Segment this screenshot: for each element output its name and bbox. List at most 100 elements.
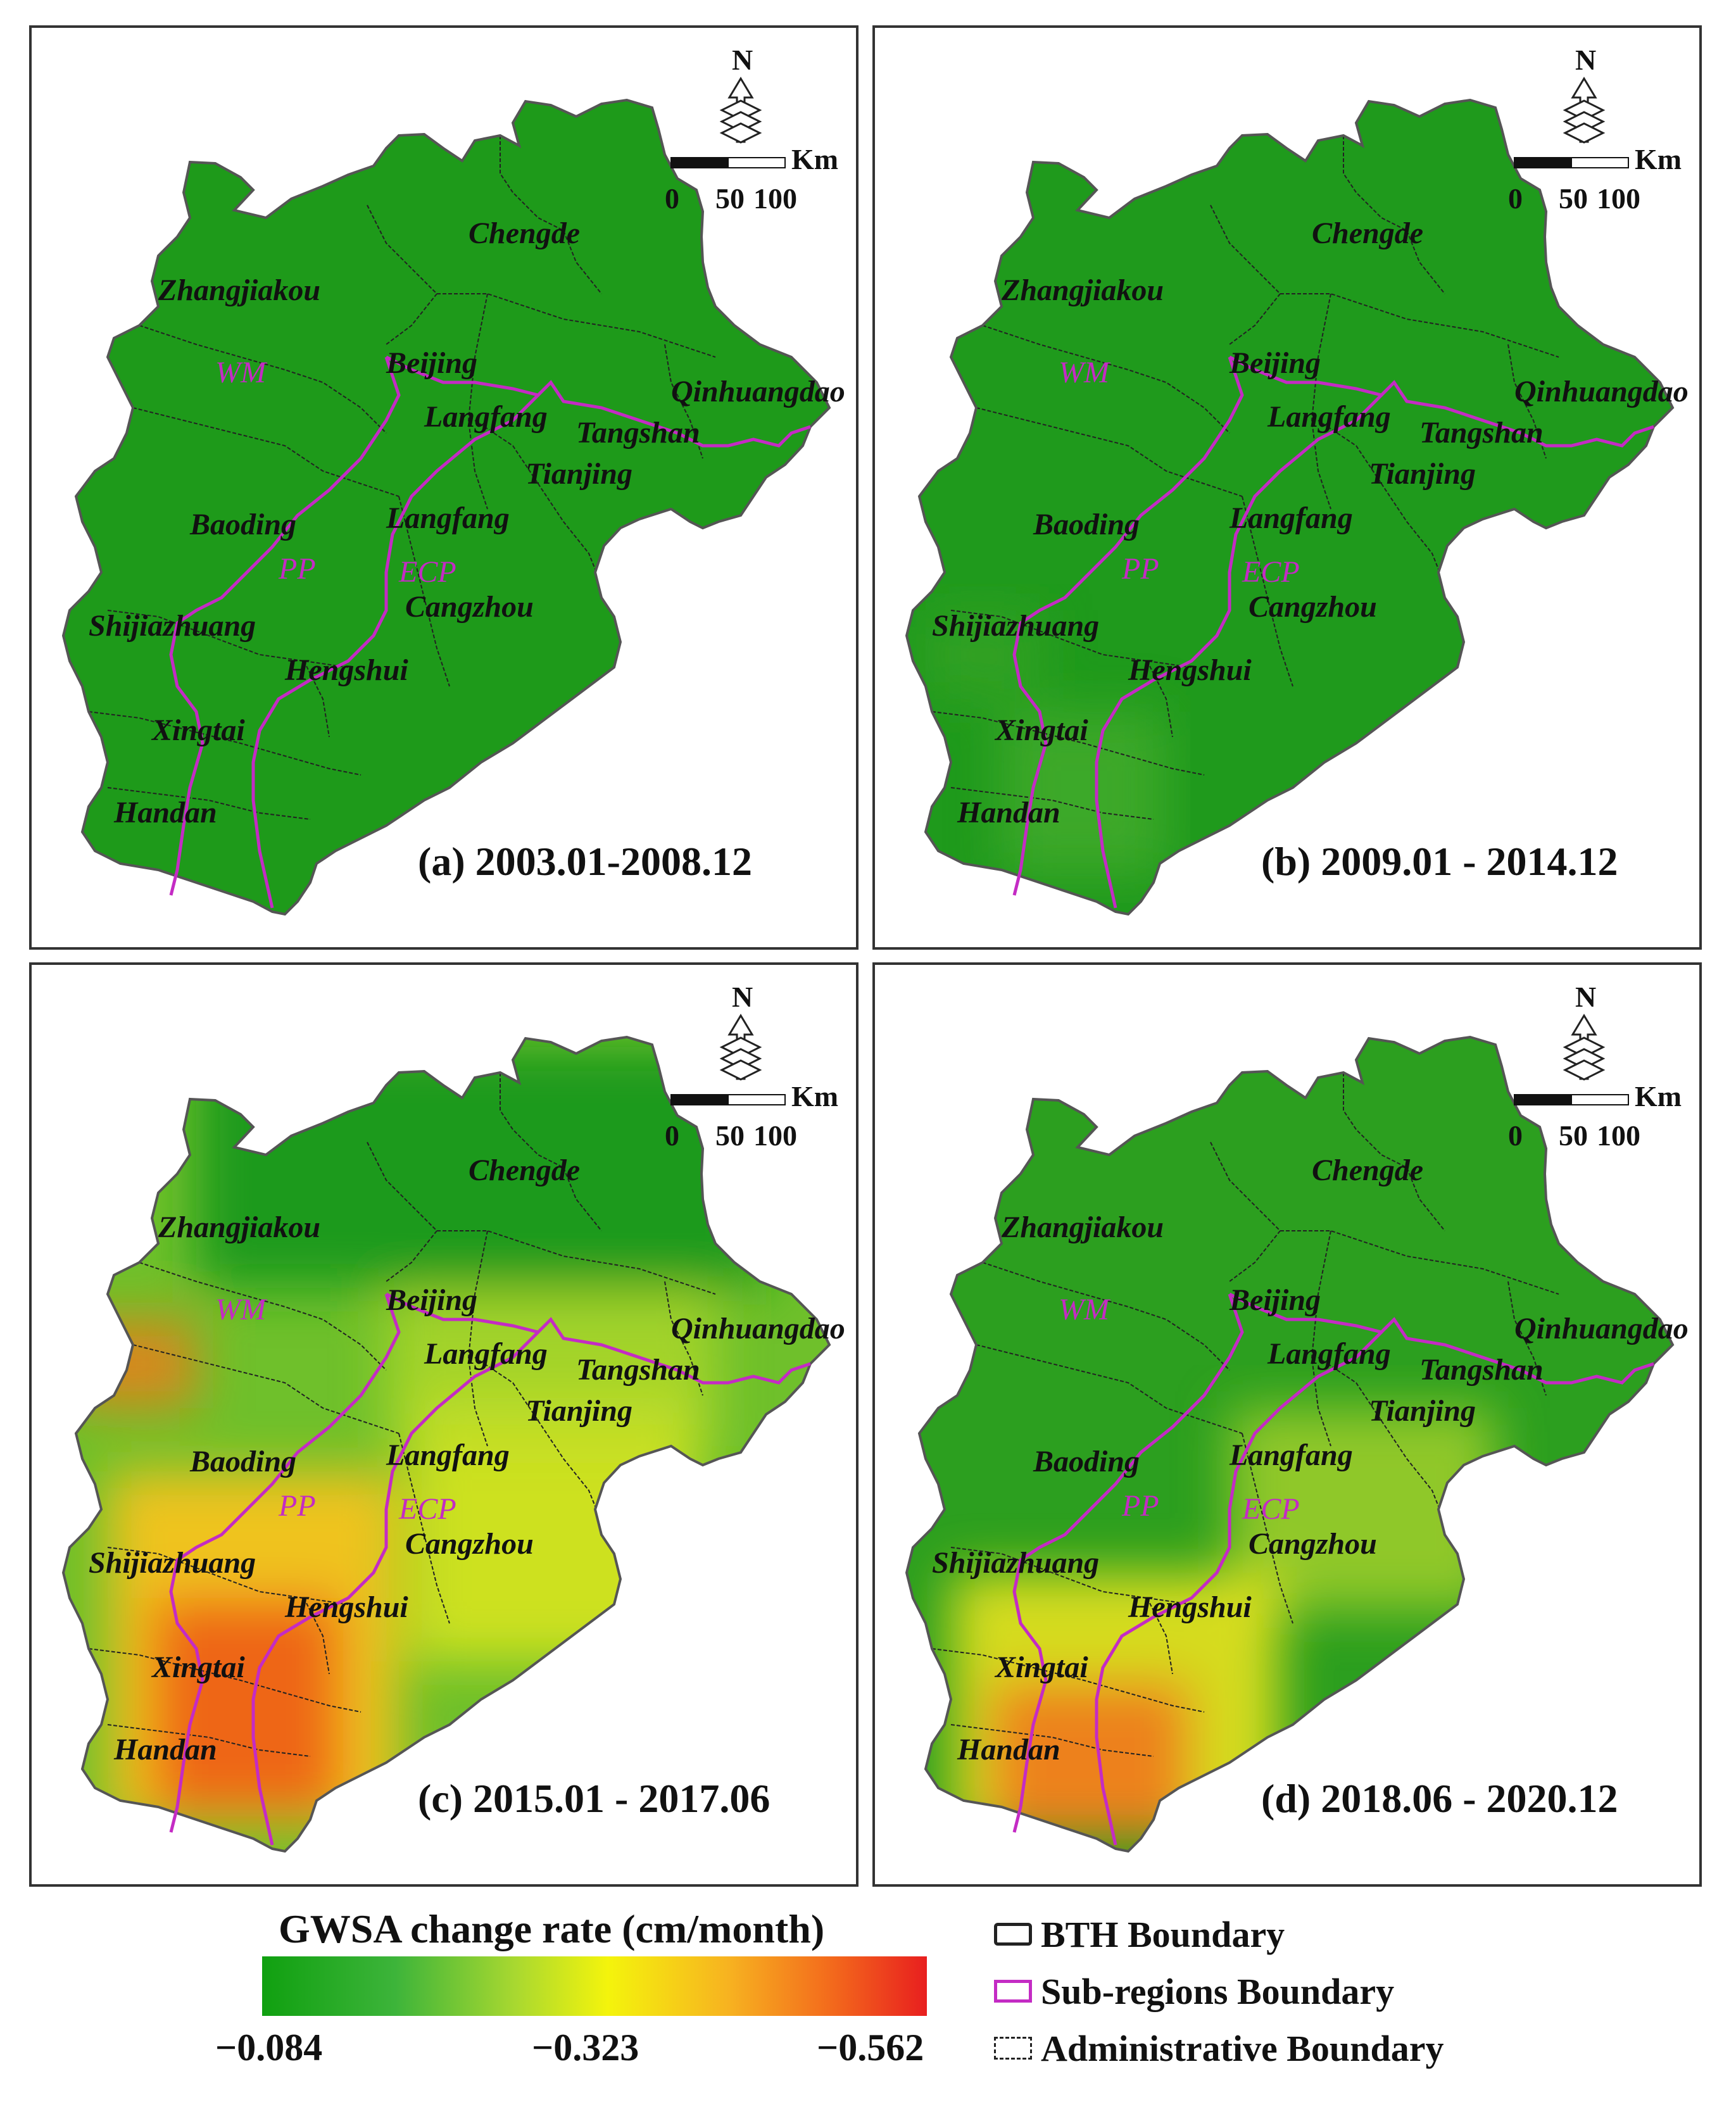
city-label-tianjing: Tianjing [525,1394,632,1428]
city-label-chengde: Chengde [1312,1154,1423,1187]
bth-boundary [61,98,831,916]
subregion-boundary-3 [1095,394,1383,909]
city-label-qinhuangdao: Qinhuangdao [1514,375,1689,408]
north-arrow-icon: N [719,981,762,1081]
map-canvas: Chengde Zhangjiakou Beijing Qinhuangdao Lang… [905,44,1689,916]
city-label-beijing: Beijing [386,1283,477,1317]
colorbar-tick-mid: −0.323 [532,2027,639,2068]
city-label-tianjing: Tianjing [1369,457,1476,491]
map-canvas: Chengde Zhangjiakou Beijing Qinhuangdao Lang… [61,44,845,916]
city-label-hengshui: Hengshui [284,1590,408,1624]
svg-text:N: N [1575,981,1596,1013]
city-label-beijing: Beijing [386,346,477,380]
city-label-beijing: Beijing [1229,1283,1321,1317]
subregion-label-pp: PP [278,1489,316,1523]
svg-text:50: 50 [715,182,745,215]
city-label-tianjing: Tianjing [1369,1394,1476,1428]
city-label-baoding: Baoding [1033,508,1140,541]
city-label-handan: Handan [957,796,1060,829]
colorbar [262,1956,927,2016]
city-label-baoding: Baoding [1033,1445,1140,1478]
city-label-chengde: Chengde [469,217,580,250]
map-panel-2: Chengde Zhangjiakou Beijing Qinhuangdao Lang… [872,25,1702,950]
city-label-xingtai: Xingtai [151,714,245,747]
subregion-label-wm: WM [215,356,268,389]
bth-boundary-swatch-icon [994,1923,1032,1946]
city-label-baoding: Baoding [189,508,296,541]
svg-text:100: 100 [1597,1119,1640,1152]
subregion-label-egp: ECP [1242,1492,1300,1526]
city-label-tangshan: Tangshan [576,1353,700,1387]
city-label-langfang1: Langfang [424,400,548,434]
panel-title: (d) 2018.06 - 2020.12 [1261,1776,1618,1821]
svg-text:Km: Km [791,1080,838,1112]
legend-item-subregion: Sub-regions Boundary [994,1969,1394,2013]
city-label-shijiazhuang: Shijiazhuang [89,609,256,643]
map-panel-1: Chengde Zhangjiakou Beijing Qinhuangdao Lang… [29,25,859,950]
svg-text:Km: Km [1635,1080,1682,1112]
subregion-boundary-1 [1012,1293,1244,1833]
subregion-boundary-2 [385,355,811,448]
legend-label-subregion: Sub-regions Boundary [1041,1970,1395,2012]
svg-text:Km: Km [1635,143,1682,175]
legend-item-bth: BTH Boundary [994,1912,1285,1956]
colorbar-tick-min: −0.084 [215,2027,323,2068]
subregion-boundary-2 [1228,355,1654,448]
subregion-label-wm: WM [1059,1293,1111,1326]
svg-text:50: 50 [1559,182,1588,215]
city-label-tangshan: Tangshan [576,416,700,450]
subregion-label-egp: ECP [398,555,456,589]
subregion-label-egp: ECP [398,1492,456,1526]
subregion-boundary-3 [251,394,539,909]
legend-label-admin: Administrative Boundary [1041,2027,1444,2069]
svg-text:0: 0 [1508,1119,1523,1152]
city-label-tangshan: Tangshan [1419,416,1544,450]
subregion-label-pp: PP [1121,1489,1159,1523]
svg-text:N: N [732,981,753,1013]
panel-title: (c) 2015.01 - 2017.06 [418,1776,771,1821]
svg-text:N: N [1575,44,1596,76]
city-label-qinhuangdao: Qinhuangdao [1514,1312,1689,1345]
city-label-hengshui: Hengshui [284,653,408,687]
scale-bar: Km0 50 100 [665,143,838,215]
city-label-handan: Handan [957,1733,1060,1766]
svg-text:N: N [732,44,753,76]
city-label-zhangjiakou: Zhangjiakou [158,1211,320,1244]
legend-item-admin: Administrative Boundary [994,2026,1444,2070]
subregion-boundary-3 [1095,1331,1383,1846]
subregion-label-pp: PP [1121,552,1159,586]
bth-boundary [905,1035,1675,1853]
map-panel-4: Chengde Zhangjiakou Beijing Qinhuangdao Lang… [872,962,1702,1887]
city-label-cangzhou: Cangzhou [1249,1527,1377,1561]
scale-bar: Km0 50 100 [1508,1080,1682,1152]
city-label-shijiazhuang: Shijiazhuang [932,1546,1099,1580]
city-label-chengde: Chengde [1312,217,1423,250]
scale-bar: Km0 50 100 [1508,143,1682,215]
subregion-boundary-swatch-icon [994,1980,1032,2003]
city-label-hengshui: Hengshui [1128,1590,1252,1624]
city-label-beijing: Beijing [1229,346,1321,380]
subregion-boundary-1 [169,356,401,896]
city-label-tangshan: Tangshan [1419,1353,1544,1387]
subregion-label-wm: WM [1059,356,1111,389]
panel-title: (a) 2003.01-2008.12 [418,839,752,884]
map-canvas: Chengde Zhangjiakou Beijing Qinhuangdao Lang… [61,981,845,1853]
city-label-langfang2: Langfang [386,501,510,535]
subregion-label-pp: PP [278,552,316,586]
svg-text:100: 100 [753,182,797,215]
city-label-qinhuangdao: Qinhuangdao [671,1312,845,1345]
svg-text:100: 100 [1597,182,1640,215]
legend-title: GWSA change rate (cm/month) [279,1906,825,1951]
svg-text:50: 50 [715,1119,745,1152]
svg-text:0: 0 [665,1119,679,1152]
city-label-cangzhou: Cangzhou [405,590,534,624]
north-arrow-icon: N [719,44,762,144]
city-label-langfang1: Langfang [1267,400,1391,434]
city-label-chengde: Chengde [469,1154,580,1187]
city-label-shijiazhuang: Shijiazhuang [89,1546,256,1580]
subregion-boundary-1 [169,1293,401,1833]
subregion-label-wm: WM [215,1293,268,1326]
svg-text:0: 0 [665,182,679,215]
bth-boundary [905,98,1675,916]
panel-title: (b) 2009.01 - 2014.12 [1261,839,1618,884]
